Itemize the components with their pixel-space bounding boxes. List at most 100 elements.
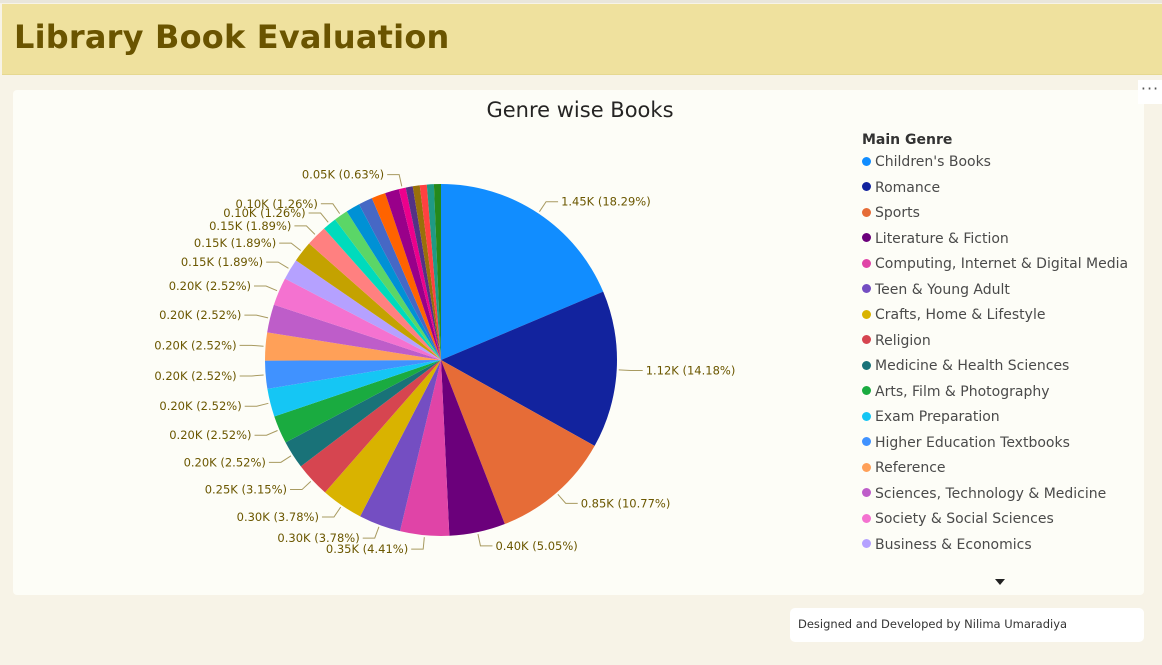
pie-data-label: 0.20K (2.52%) xyxy=(159,399,241,413)
pie-data-label: 0.35K (4.41%) xyxy=(326,542,408,556)
pie-data-label: 0.10K (1.26%) xyxy=(236,197,318,211)
pie-data-label: 1.12K (14.18%) xyxy=(646,364,736,378)
legend-dot xyxy=(862,182,871,191)
pie-label-leader xyxy=(268,455,292,463)
pie-slice[interactable] xyxy=(359,198,441,360)
pie-label-leader xyxy=(279,242,301,251)
legend-dot xyxy=(862,258,871,268)
legend-dot xyxy=(862,462,871,472)
legend-title: Main Genre xyxy=(862,132,953,148)
pie-slice[interactable] xyxy=(398,187,441,360)
pie-label-leader xyxy=(618,369,643,372)
pie-slice[interactable] xyxy=(265,332,441,361)
pie-label-leader xyxy=(239,344,264,347)
pie-slice[interactable] xyxy=(267,360,441,417)
pie-slice[interactable] xyxy=(441,291,617,446)
legend-item[interactable]: Religion xyxy=(862,329,1142,355)
legend-label: Business & Economics xyxy=(875,536,1032,553)
footer-text: Designed and Developed by Nilima Umaradi… xyxy=(798,617,1068,631)
pie-label-leader xyxy=(477,534,493,547)
legend-list[interactable]: Children's Books Romance Sports Literature … xyxy=(862,150,1142,558)
pie-slice[interactable] xyxy=(324,219,441,360)
legend-item[interactable]: Sports xyxy=(862,201,1142,227)
legend-item[interactable]: Higher Education Textbooks xyxy=(862,431,1142,457)
legend[interactable]: Main Genre Children's Books Romance Sports… xyxy=(862,132,1142,558)
legend-item[interactable]: Exam Preparation xyxy=(862,405,1142,431)
legend-item[interactable]: Reference xyxy=(862,456,1142,482)
pie-slice[interactable] xyxy=(412,185,441,360)
legend-label: Medicine & Health Sciences xyxy=(875,358,1070,374)
legend-label: Children's Books xyxy=(875,154,991,170)
legend-item[interactable]: Romance xyxy=(862,176,1142,202)
pie-data-label: 0.05K (0.63%) xyxy=(302,168,384,182)
legend-item[interactable]: Literature & Fiction xyxy=(862,227,1142,253)
pie-slice[interactable] xyxy=(274,360,441,443)
legend-item[interactable]: Crafts, Home & Lifestyle xyxy=(862,303,1142,329)
pie-data-label: 0.30K (3.78%) xyxy=(277,531,359,545)
pie-slice[interactable] xyxy=(325,360,441,517)
pie-label-leader xyxy=(321,506,342,518)
legend-label: Crafts, Home & Lifestyle xyxy=(875,307,1046,323)
pie-label-leader xyxy=(387,174,403,187)
legend-item[interactable]: Arts, Film & Photography xyxy=(862,380,1142,406)
caret-down-icon[interactable] xyxy=(995,579,1005,585)
legend-label: Computing, Internet & Digital Media xyxy=(875,256,1129,272)
legend-item[interactable]: Business & Economics xyxy=(862,533,1142,559)
legend-dot xyxy=(862,284,871,293)
pie-label-leader xyxy=(254,285,278,292)
pie-label-leader xyxy=(320,203,341,214)
pie-slice[interactable] xyxy=(433,184,441,360)
pie-slice[interactable] xyxy=(300,360,441,493)
legend-label: Sports xyxy=(875,205,920,221)
legend-item[interactable]: Computing, Internet & Digital Media xyxy=(862,252,1142,278)
pie-data-label: 0.85K (10.77%) xyxy=(581,496,671,510)
pie-data-label: 0.20K (2.52%) xyxy=(159,308,241,322)
pie-slice[interactable] xyxy=(441,360,505,536)
legend-dot xyxy=(862,513,871,523)
legend-item[interactable]: Children's Books xyxy=(862,150,1142,176)
legend-item[interactable]: Medicine & Health Sciences xyxy=(862,354,1142,380)
pie-slice[interactable] xyxy=(426,184,441,360)
pie-label-leader xyxy=(557,493,578,504)
legend-item[interactable]: Sciences, Technology & Medicine xyxy=(862,482,1142,508)
pie-slice[interactable] xyxy=(335,211,441,360)
pie-label-leader xyxy=(244,402,269,407)
pie-slice[interactable] xyxy=(419,184,441,360)
pie-slice[interactable] xyxy=(285,360,441,467)
legend-label: Society & Social Sciences xyxy=(875,511,1054,527)
legend-label: Reference xyxy=(875,460,946,476)
pie-slice[interactable] xyxy=(284,260,441,360)
pie-data-label: 0.20K (2.52%) xyxy=(154,338,236,352)
pie-label-leader xyxy=(239,374,264,377)
pie-slice[interactable] xyxy=(441,184,604,360)
pie-slice[interactable] xyxy=(273,278,441,360)
pie-slice[interactable] xyxy=(441,360,595,525)
pie-slice[interactable] xyxy=(360,360,441,532)
legend-dot xyxy=(862,539,871,548)
pie-slice[interactable] xyxy=(295,243,441,360)
legend-item[interactable]: Society & Social Sciences xyxy=(862,507,1142,533)
legend-label: Sciences, Technology & Medicine xyxy=(875,485,1107,502)
pie-slice[interactable] xyxy=(385,189,441,360)
pie-slice[interactable] xyxy=(346,204,441,360)
legend-dot xyxy=(862,386,871,395)
pie-slice[interactable] xyxy=(371,193,441,360)
pie-data-label: 0.15K (1.89%) xyxy=(194,236,276,250)
pie-label-leader xyxy=(244,314,269,319)
pie-slice[interactable] xyxy=(309,228,441,360)
more-options-icon[interactable]: ··· xyxy=(1138,80,1162,104)
pie-slice[interactable] xyxy=(265,360,441,389)
pie-label-leader xyxy=(266,261,289,269)
pie-slice[interactable] xyxy=(405,186,441,360)
legend-label: Arts, Film & Photography xyxy=(875,383,1050,400)
legend-item[interactable]: Teen & Young Adult xyxy=(862,278,1142,304)
pie-data-label: 0.20K (2.52%) xyxy=(169,428,251,442)
pie-slice[interactable] xyxy=(399,360,450,536)
legend-label: Higher Education Textbooks xyxy=(875,434,1070,451)
legend-dot xyxy=(862,335,871,344)
pie-label-leader xyxy=(362,526,380,539)
page-header: Library Book Evaluation xyxy=(2,4,1162,75)
pie-slice[interactable] xyxy=(267,304,441,360)
legend-label: Exam Preparation xyxy=(875,409,1000,425)
